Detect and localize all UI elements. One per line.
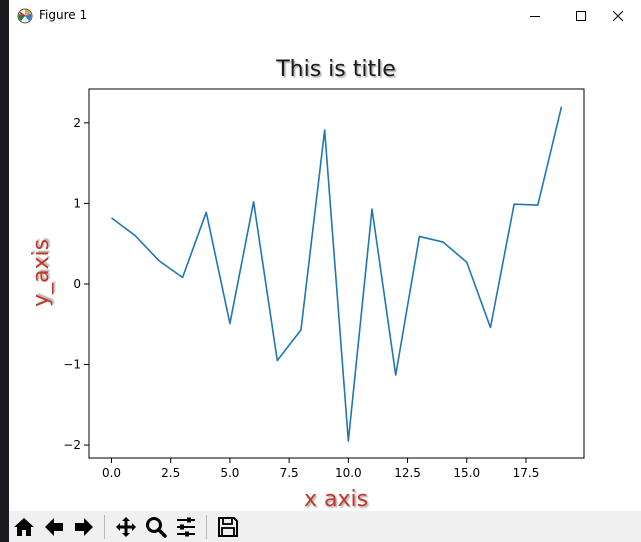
y-tick-label: 1 (73, 196, 81, 210)
back-arrow-icon (45, 518, 63, 536)
title-bar[interactable]: Figure 1 (9, 0, 641, 32)
y-tick-label: 0 (73, 277, 81, 291)
y-tick-label: 2 (73, 116, 81, 130)
maximize-icon (576, 11, 586, 21)
configure-subplots-button[interactable] (173, 514, 199, 540)
series-line (111, 106, 563, 442)
x-tick-label: 15.0 (453, 466, 480, 480)
close-button[interactable] (595, 0, 641, 32)
zoom-icon (146, 517, 167, 538)
x-tick-label: 12.5 (394, 466, 421, 480)
x-tick-label: 17.5 (513, 466, 540, 480)
pan-icon (116, 517, 136, 537)
toolbar-separator (206, 515, 207, 539)
x-tick-label: 2.5 (161, 466, 180, 480)
plot-canvas[interactable]: This is title x axis y_axis 0.0 2.5 5.0 7.5… (9, 32, 641, 511)
x-tick-label: 0.0 (102, 466, 121, 480)
matplotlib-icon (17, 8, 33, 24)
zoom-button[interactable] (143, 514, 169, 540)
forward-arrow-icon (75, 518, 93, 536)
home-icon (14, 518, 34, 536)
x-tick-label: 7.5 (280, 466, 299, 480)
close-icon (613, 11, 623, 21)
x-axis-label: x axis (304, 487, 368, 511)
window-title: Figure 1 (39, 8, 88, 22)
back-button[interactable] (41, 514, 67, 540)
toolbar-separator (104, 515, 105, 539)
x-tick-label: 5.0 (220, 466, 239, 480)
minimize-button[interactable] (512, 0, 558, 32)
save-icon (218, 517, 238, 537)
pan-button[interactable] (113, 514, 139, 540)
line-chart: This is title x axis y_axis 0.0 2.5 5.0 7.5… (29, 57, 585, 511)
desktop-edge (0, 0, 9, 542)
y-axis-label: y_axis (29, 239, 54, 307)
home-button[interactable] (11, 514, 37, 540)
axes-frame (88, 88, 585, 459)
maximize-button[interactable] (558, 0, 604, 32)
navigation-toolbar (9, 511, 641, 542)
y-tick-label: −2 (63, 438, 81, 452)
y-tick-label: −1 (63, 358, 81, 372)
configure-subplots-icon (177, 517, 195, 537)
save-button[interactable] (215, 514, 241, 540)
x-tick-label: 10.0 (335, 466, 362, 480)
chart-title: This is title (275, 57, 396, 82)
forward-button[interactable] (71, 514, 97, 540)
minimize-icon (530, 16, 540, 17)
